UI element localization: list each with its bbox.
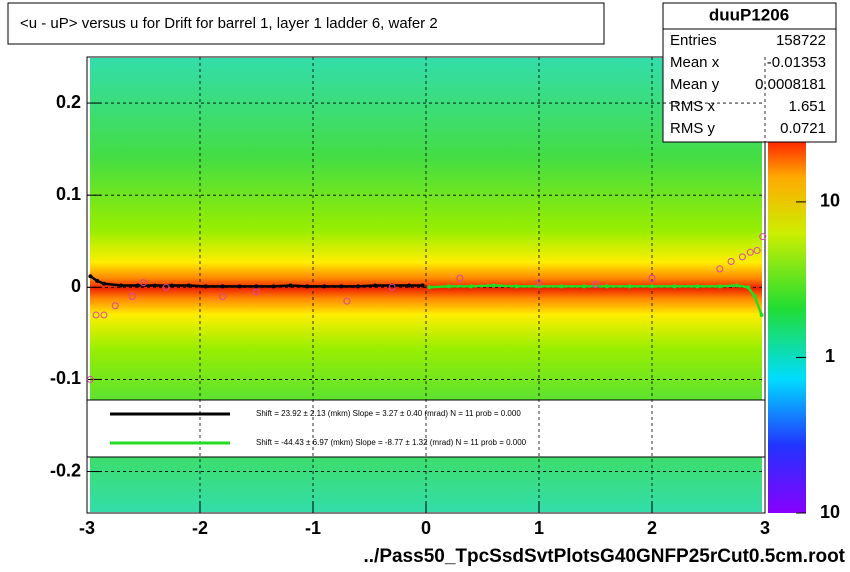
profile-point <box>100 311 108 319</box>
profile-point <box>456 274 464 282</box>
profile-point <box>582 284 587 289</box>
profile-point <box>152 283 157 288</box>
profile-point <box>727 258 735 266</box>
x-axis-label: ../Pass50_TpcSsdSvtPlotsG40GNFP25rCut0.5… <box>363 546 845 567</box>
profile-point <box>469 284 474 289</box>
profile-point <box>592 281 599 289</box>
x-tick-label: -2 <box>192 518 208 538</box>
profile-point <box>373 283 378 288</box>
y-tick-label: 0 <box>71 276 81 296</box>
profile-point <box>305 284 310 289</box>
profile-point <box>322 284 327 289</box>
title-box <box>7 2 605 45</box>
profile-point <box>86 375 94 383</box>
profile-point <box>135 283 140 288</box>
profile-point <box>220 284 225 289</box>
profile-point <box>514 284 519 289</box>
profile-point <box>753 246 761 254</box>
profile-point <box>746 285 751 290</box>
profile-point <box>734 283 739 288</box>
x-tick-label: -3 <box>79 518 95 538</box>
profile-point <box>95 278 100 283</box>
profile-point <box>716 265 724 273</box>
profile-point <box>219 293 227 301</box>
profile-point <box>92 311 100 319</box>
profile-point <box>446 284 451 289</box>
stats-label: Entries <box>670 32 717 49</box>
x-tick-label: 1 <box>534 518 544 538</box>
x-tick-label: -1 <box>305 518 321 538</box>
profile-point <box>118 283 123 288</box>
profile-point <box>186 283 191 288</box>
profile-point <box>717 284 722 289</box>
profile-point <box>162 283 170 291</box>
stats-label: Mean y <box>670 76 720 93</box>
profile-point <box>407 283 412 288</box>
x-tick-label: 2 <box>647 518 657 538</box>
profile-point <box>759 233 767 241</box>
profile-point <box>128 293 136 301</box>
profile-point <box>427 285 432 290</box>
profile-point <box>88 274 93 279</box>
z-tick-label: 10 <box>820 502 840 522</box>
profile-point <box>695 284 700 289</box>
y-tick-label: -0.1 <box>50 368 81 388</box>
profile-point <box>752 294 757 299</box>
profile-point <box>343 297 351 305</box>
profile-point <box>388 283 396 291</box>
stats-value: -0.01353 <box>767 54 826 71</box>
profile-point <box>271 284 276 289</box>
stats-title: duuP1206 <box>709 5 789 24</box>
profile-point <box>203 284 208 289</box>
z-tick-label: 10 <box>820 191 840 211</box>
profile-point <box>339 284 344 289</box>
legend-label: Shift = -44.43 ± 6.97 (mkm) Slope = -8.7… <box>256 438 527 447</box>
profile-line <box>89 275 423 288</box>
profile-point <box>604 284 609 289</box>
stats-value: 1.651 <box>788 98 826 115</box>
x-tick-label: 0 <box>421 518 431 538</box>
profile-point <box>559 284 564 289</box>
profile-point <box>288 283 293 288</box>
profile-point <box>738 253 746 261</box>
stats-value: 158722 <box>776 32 826 49</box>
y-tick-label: 0.1 <box>56 184 81 204</box>
profile-point <box>237 284 242 289</box>
profile-point <box>254 284 259 289</box>
profile-point <box>111 302 119 310</box>
stats-value: 0.0008181 <box>755 76 826 93</box>
y-tick-label: -0.2 <box>50 460 81 480</box>
legend-label: Shift = 23.92 ± 2.13 (mkm) Slope = 3.27 … <box>256 409 521 418</box>
y-tick-label: 0.2 <box>56 92 81 112</box>
profile-point <box>140 279 147 287</box>
profile-point <box>356 284 361 289</box>
profile-point <box>759 312 764 317</box>
profile-point <box>169 283 174 288</box>
chart-title: <u - uP> versus u for Drift for barrel 1… <box>20 15 438 32</box>
profile-point <box>420 283 425 288</box>
profile-point <box>491 283 496 288</box>
profile-point <box>648 274 656 282</box>
profile-point <box>101 281 106 286</box>
stats-value: 0.0721 <box>780 120 826 137</box>
profile-point <box>672 284 677 289</box>
stats-box <box>662 2 837 143</box>
profile-point <box>746 248 754 256</box>
profile-point <box>253 288 260 296</box>
x-tick-label: 3 <box>760 518 770 538</box>
profile-point <box>627 284 632 289</box>
color-palette <box>768 140 806 513</box>
stats-label: Mean x <box>670 54 720 71</box>
stats-label: RMS x <box>670 98 716 115</box>
profile-point <box>535 279 543 287</box>
stats-label: RMS y <box>670 120 716 137</box>
z-tick-label: 1 <box>825 346 835 366</box>
profile-point <box>650 284 654 289</box>
